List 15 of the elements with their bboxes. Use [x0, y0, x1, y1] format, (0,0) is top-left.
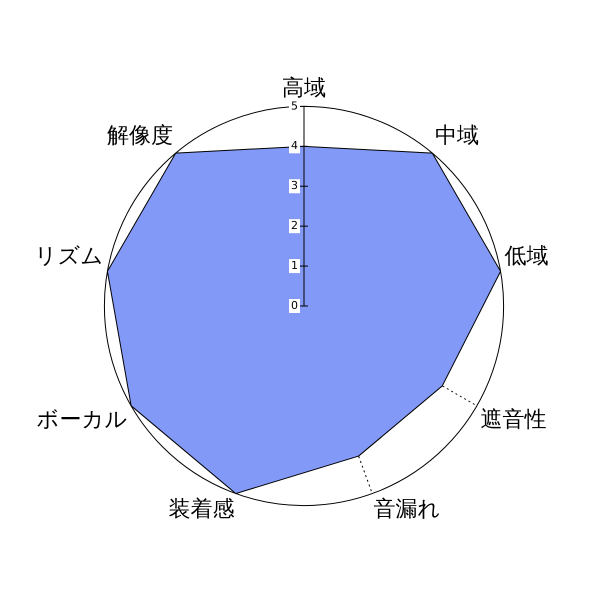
spoke-label: ボーカル	[36, 408, 128, 433]
y-tick-label: 1	[291, 258, 298, 272]
spoke-label: 音漏れ	[374, 497, 441, 522]
y-tick-label: 0	[291, 298, 298, 312]
y-tick-label: 3	[291, 179, 298, 192]
spoke-label: 低域	[504, 244, 549, 270]
y-tick-label: 4	[291, 139, 298, 152]
spoke-label: 解像度	[107, 124, 174, 149]
y-tick-label: 2	[291, 219, 298, 232]
spoke-label: 中域	[434, 124, 479, 149]
spoke-label: 高域	[282, 76, 326, 101]
spoke-label: 装着感	[168, 497, 234, 522]
spoke-label: リズム	[34, 244, 104, 270]
spoke-label: 遮音性	[480, 408, 546, 433]
y-tick-label: 5	[291, 99, 298, 112]
